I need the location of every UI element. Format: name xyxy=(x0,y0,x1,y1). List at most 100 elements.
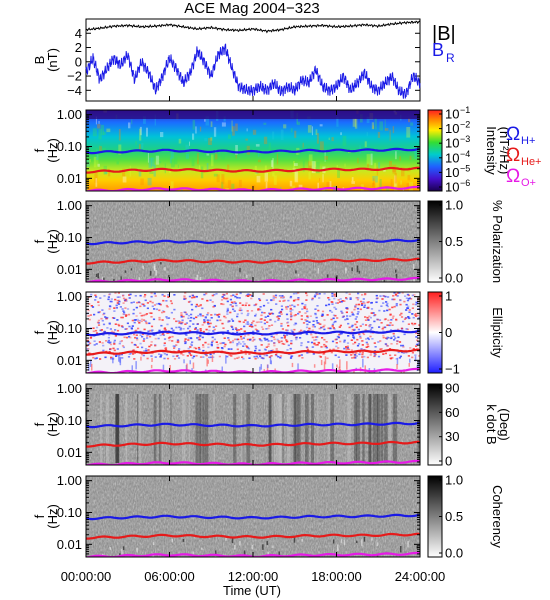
spectrogram-texture xyxy=(205,328,208,331)
spectrogram-texture xyxy=(169,157,172,164)
spectrogram-texture xyxy=(334,308,338,310)
spectrogram-texture xyxy=(409,155,412,160)
colorbar-tick-exponent: −6 xyxy=(460,178,470,188)
spectrogram-texture xyxy=(184,394,186,463)
spectrogram-texture xyxy=(370,153,373,166)
spectrogram-texture xyxy=(281,342,284,345)
spectrogram-texture xyxy=(154,333,157,336)
spectrogram-texture xyxy=(411,356,414,359)
spectrogram-texture xyxy=(272,299,275,301)
spectrogram-texture xyxy=(136,346,139,348)
spectrogram-texture xyxy=(191,357,194,359)
spectrogram-texture xyxy=(114,329,117,331)
spectrogram-texture xyxy=(112,347,115,350)
spectrogram-texture xyxy=(320,326,323,329)
spectrogram-texture xyxy=(369,354,372,356)
spectrogram-texture xyxy=(163,295,166,297)
spectrogram-texture xyxy=(271,312,275,315)
spectrogram-texture xyxy=(306,347,309,349)
spectrogram-texture xyxy=(241,304,244,306)
spectrogram-texture xyxy=(413,278,415,282)
spectrogram-texture xyxy=(212,306,215,308)
spectrogram-texture xyxy=(384,318,387,320)
colorbar-tick-label: 10 xyxy=(445,107,459,122)
colorbar-kdotb xyxy=(427,383,443,466)
spectrogram-texture xyxy=(368,325,371,328)
spectrogram-texture xyxy=(88,303,91,305)
spectrogram-texture xyxy=(300,344,303,347)
spectrogram-texture xyxy=(301,539,303,542)
spectrogram-texture xyxy=(130,301,133,304)
spectrogram-texture xyxy=(151,305,154,308)
spectrogram-texture xyxy=(310,333,313,336)
spectrogram-texture xyxy=(418,355,420,357)
spectrogram-texture xyxy=(122,302,125,304)
spectrogram-texture xyxy=(359,337,362,339)
spectrogram-texture xyxy=(178,326,181,329)
spectrogram-texture xyxy=(410,122,414,126)
spectrogram-texture xyxy=(214,313,217,316)
spectrogram-texture xyxy=(174,157,178,165)
spectrogram-texture xyxy=(190,189,193,191)
spectrogram-texture xyxy=(182,354,185,356)
spectrogram-texture xyxy=(290,312,293,314)
spectrogram-texture xyxy=(348,293,351,295)
spectrogram-texture xyxy=(229,341,232,343)
spectrogram-texture xyxy=(195,355,198,357)
spectrogram-texture xyxy=(210,341,214,344)
spectrogram-texture xyxy=(332,327,335,329)
spectrogram-texture xyxy=(295,336,298,339)
spectral-yunit: (Hz) xyxy=(45,412,60,437)
spectrogram-texture xyxy=(345,346,348,348)
spectrogram-texture xyxy=(356,265,359,273)
spectrogram-texture xyxy=(154,295,157,297)
spectrogram-texture xyxy=(371,326,374,329)
spectrogram-texture xyxy=(131,365,133,373)
spectrogram-texture xyxy=(327,297,330,299)
gyro-line-0 xyxy=(86,329,420,337)
spectrogram-texture xyxy=(317,309,320,312)
spectrogram-texture xyxy=(204,341,207,344)
spectrogram-texture xyxy=(384,352,387,355)
spectrogram-texture xyxy=(351,328,354,331)
spectrogram-texture xyxy=(323,345,326,348)
spectrogram-texture xyxy=(139,294,142,297)
spectrogram-texture xyxy=(192,323,195,325)
spectrogram-texture xyxy=(102,313,105,316)
spectrogram-texture xyxy=(258,338,261,340)
spectrogram-texture xyxy=(120,353,123,356)
spectrogram-texture xyxy=(116,319,119,321)
spectrogram-texture xyxy=(391,357,394,359)
spectrogram-texture xyxy=(363,304,366,307)
spectrogram-texture xyxy=(348,326,351,329)
spectrogram-texture xyxy=(219,319,222,322)
spectrogram-texture xyxy=(405,297,408,299)
spectrogram-texture xyxy=(363,355,366,358)
spectrogram-texture xyxy=(280,394,282,463)
spectrogram-texture xyxy=(282,297,285,299)
spectrogram-texture xyxy=(144,299,147,302)
spectrogram-texture xyxy=(316,293,319,296)
spectrogram-texture xyxy=(413,264,415,270)
spectrogram-texture xyxy=(177,320,180,322)
spectrogram-texture xyxy=(366,301,369,304)
spectral-y-tick-label: 1.00 xyxy=(57,289,82,304)
spectrogram-texture xyxy=(390,343,393,345)
spectrogram-texture xyxy=(406,328,409,331)
spectrogram-texture xyxy=(204,394,209,463)
spectrogram-texture xyxy=(355,355,358,357)
spectrogram-texture xyxy=(180,322,183,325)
spectrogram-texture xyxy=(302,160,305,172)
spectrogram-texture xyxy=(306,316,309,319)
legend-b-magnitude: |B| xyxy=(432,23,456,45)
spectrogram-texture xyxy=(249,339,252,341)
spectrogram-texture xyxy=(303,307,306,310)
spectrogram-texture xyxy=(198,394,201,463)
spectrogram-texture xyxy=(352,118,357,127)
spectrogram-texture xyxy=(354,394,357,463)
spectrogram-texture xyxy=(301,357,304,359)
spectrogram-texture xyxy=(407,317,410,320)
spectrogram-texture xyxy=(155,270,157,276)
spectrogram-texture xyxy=(410,298,413,300)
spectrogram-texture xyxy=(142,314,145,317)
